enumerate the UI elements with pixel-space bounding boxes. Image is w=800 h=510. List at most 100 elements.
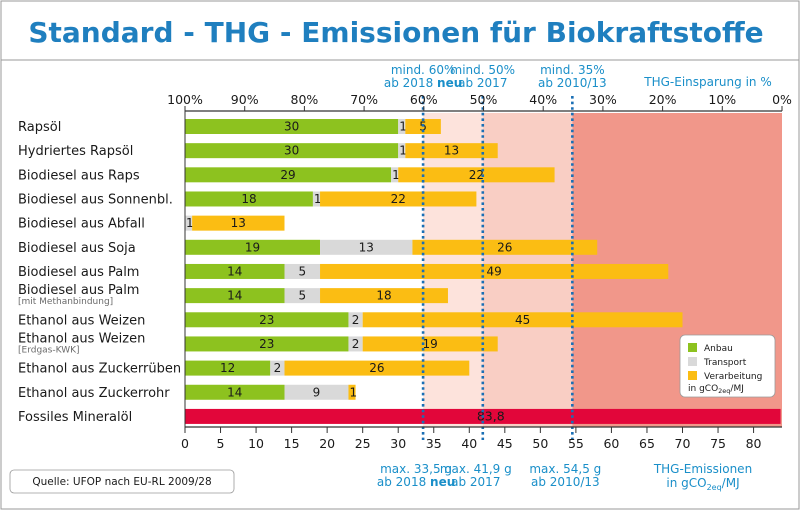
category-label: Biodiesel aus Sonnenbl. <box>18 192 173 207</box>
bar-value-label: 45 <box>515 313 530 327</box>
savings-tick-label: 20% <box>649 92 677 107</box>
bar-value-label: 22 <box>469 168 484 182</box>
bar-value-label: 5 <box>298 289 306 303</box>
threshold-header-line2: ab 2017 <box>458 76 507 90</box>
bar-value-label: 26 <box>369 361 384 375</box>
legend-swatch <box>688 357 697 366</box>
category-label: Fossiles Mineralöl <box>18 410 132 425</box>
bar-value-label: 23 <box>259 337 274 351</box>
bar-value-label: 1 <box>399 144 407 158</box>
category-label: Biodiesel aus Abfall <box>18 217 145 232</box>
threshold-footer-line2: ab 2017 <box>451 475 500 489</box>
threshold-year: ab 2010/13 <box>531 475 600 489</box>
chart-title: Standard - THG - Emissionen für Biokraft… <box>28 16 763 49</box>
category-label: Ethanol aus Weizen <box>18 313 145 328</box>
x-tick-label: 60 <box>603 436 619 451</box>
savings-tick-label: 70% <box>350 92 378 107</box>
bar-value-label: 1 <box>399 120 407 134</box>
threshold-year: ab 2010/13 <box>538 76 607 90</box>
emissions-axis-title: THG-Emissionen <box>653 462 752 476</box>
bar-value-label: 49 <box>487 264 502 278</box>
threshold-lines <box>421 96 574 440</box>
unit-part: 2eq <box>718 387 730 395</box>
bar-value-label: 14 <box>227 289 242 303</box>
bar-value-label: 18 <box>376 289 391 303</box>
savings-tick-label: 80% <box>291 92 319 107</box>
bar-segment-anbau <box>185 191 313 207</box>
bar-segment-anbau <box>185 288 285 304</box>
threshold-footer-line2: ab 2018 neu <box>377 475 455 489</box>
bar-value-label: 22 <box>391 192 406 206</box>
bar-segment-anbau <box>185 143 399 159</box>
legend-box <box>679 334 776 398</box>
threshold-footer-line2: ab 2010/13 <box>531 475 600 489</box>
threshold-year: ab 2017 <box>451 475 500 489</box>
bar-value-label: 9 <box>313 385 321 399</box>
category-labels: Rapsöl Hydriertes Rapsöl Biodiesel aus Rap… <box>18 120 181 425</box>
bar-segment-transport <box>284 263 321 279</box>
bar-segment-verarbeitung <box>192 215 285 231</box>
threshold-header-line1: mind. 50% <box>451 63 516 77</box>
category-label: Biodiesel aus Palm <box>18 265 139 280</box>
savings-tick-label: 30% <box>589 92 617 107</box>
bar-value-label: 5 <box>298 264 306 278</box>
threshold-header-line2: ab 2018 neu <box>384 76 462 90</box>
x-tick-label: 65 <box>639 436 655 451</box>
threshold-new-flag: neu <box>430 475 455 489</box>
source-frame <box>9 469 235 494</box>
bar-value-label: 30 <box>284 144 299 158</box>
legend-label: Anbau <box>704 344 733 354</box>
bar-segment-transport <box>391 167 399 183</box>
x-tick-label: 75 <box>710 436 726 451</box>
legend-label: Transport <box>703 358 747 368</box>
threshold-header-line2: ab 2010/13 <box>538 76 607 90</box>
legend-unit: in gCO2eq/MJ <box>688 384 744 395</box>
bar-value-label: 29 <box>280 168 295 182</box>
bar-segment-anbau <box>185 312 349 328</box>
x-tick-label: 30 <box>390 436 406 451</box>
unit-part: 2eq <box>707 483 722 492</box>
category-label: Hydriertes Rapsöl <box>18 144 133 159</box>
x-tick-label: 45 <box>497 436 513 451</box>
bar-value-label: 18 <box>241 192 256 206</box>
savings-tick-label: 40% <box>529 92 557 107</box>
unit-part: /MJ <box>722 476 740 490</box>
category-label: Biodiesel aus Raps <box>18 168 140 183</box>
bar-value-label: 12 <box>220 361 235 375</box>
threshold-year: ab 2018 <box>384 76 437 90</box>
bar-segment-anbau <box>185 384 285 400</box>
x-tick-label: 50 <box>532 436 548 451</box>
x-tick-label: 10 <box>248 436 264 451</box>
x-tick-label: 25 <box>355 436 371 451</box>
category-note: [mit Methanbindung] <box>18 297 113 307</box>
bar-segment-anbau <box>185 336 349 352</box>
savings-tick-label: 90% <box>231 92 259 107</box>
bar-segment-transport <box>398 119 406 134</box>
bar-value-label: 13 <box>359 240 374 254</box>
unit-part: in gCO <box>666 476 706 490</box>
category-label: Ethanol aus Weizen <box>18 331 145 346</box>
bar-value-label: 1 <box>186 216 194 230</box>
bar-segment-verarbeitung <box>320 288 448 304</box>
category-label: Ethanol aus Zuckerrüben <box>18 362 181 377</box>
x-tick-label: 0 <box>181 436 189 451</box>
threshold-footer-line1: max. 54,5 g <box>529 462 601 476</box>
category-label: Biodiesel aus Palm <box>18 283 139 298</box>
threshold-footer-line1: max. 33,5 g <box>380 462 452 476</box>
bar-value-label: 19 <box>423 337 438 351</box>
bar-segment-anbau <box>185 239 321 255</box>
bar-value-label: 1 <box>314 192 322 206</box>
savings-tick-label: 100% <box>167 92 203 107</box>
threshold-year: ab 2018 <box>377 475 430 489</box>
source-text: Quelle: UFOP nach EU-RL 2009/28 <box>32 476 211 488</box>
bar-segment-verarbeitung <box>362 312 683 328</box>
bar-value-label: 30 <box>284 120 299 134</box>
bar-value-label: 2 <box>352 313 360 327</box>
bar-segment-transport <box>348 312 363 328</box>
bar-value-label: 83,8 <box>477 408 505 423</box>
legend-label: Verarbeitung <box>704 372 762 382</box>
